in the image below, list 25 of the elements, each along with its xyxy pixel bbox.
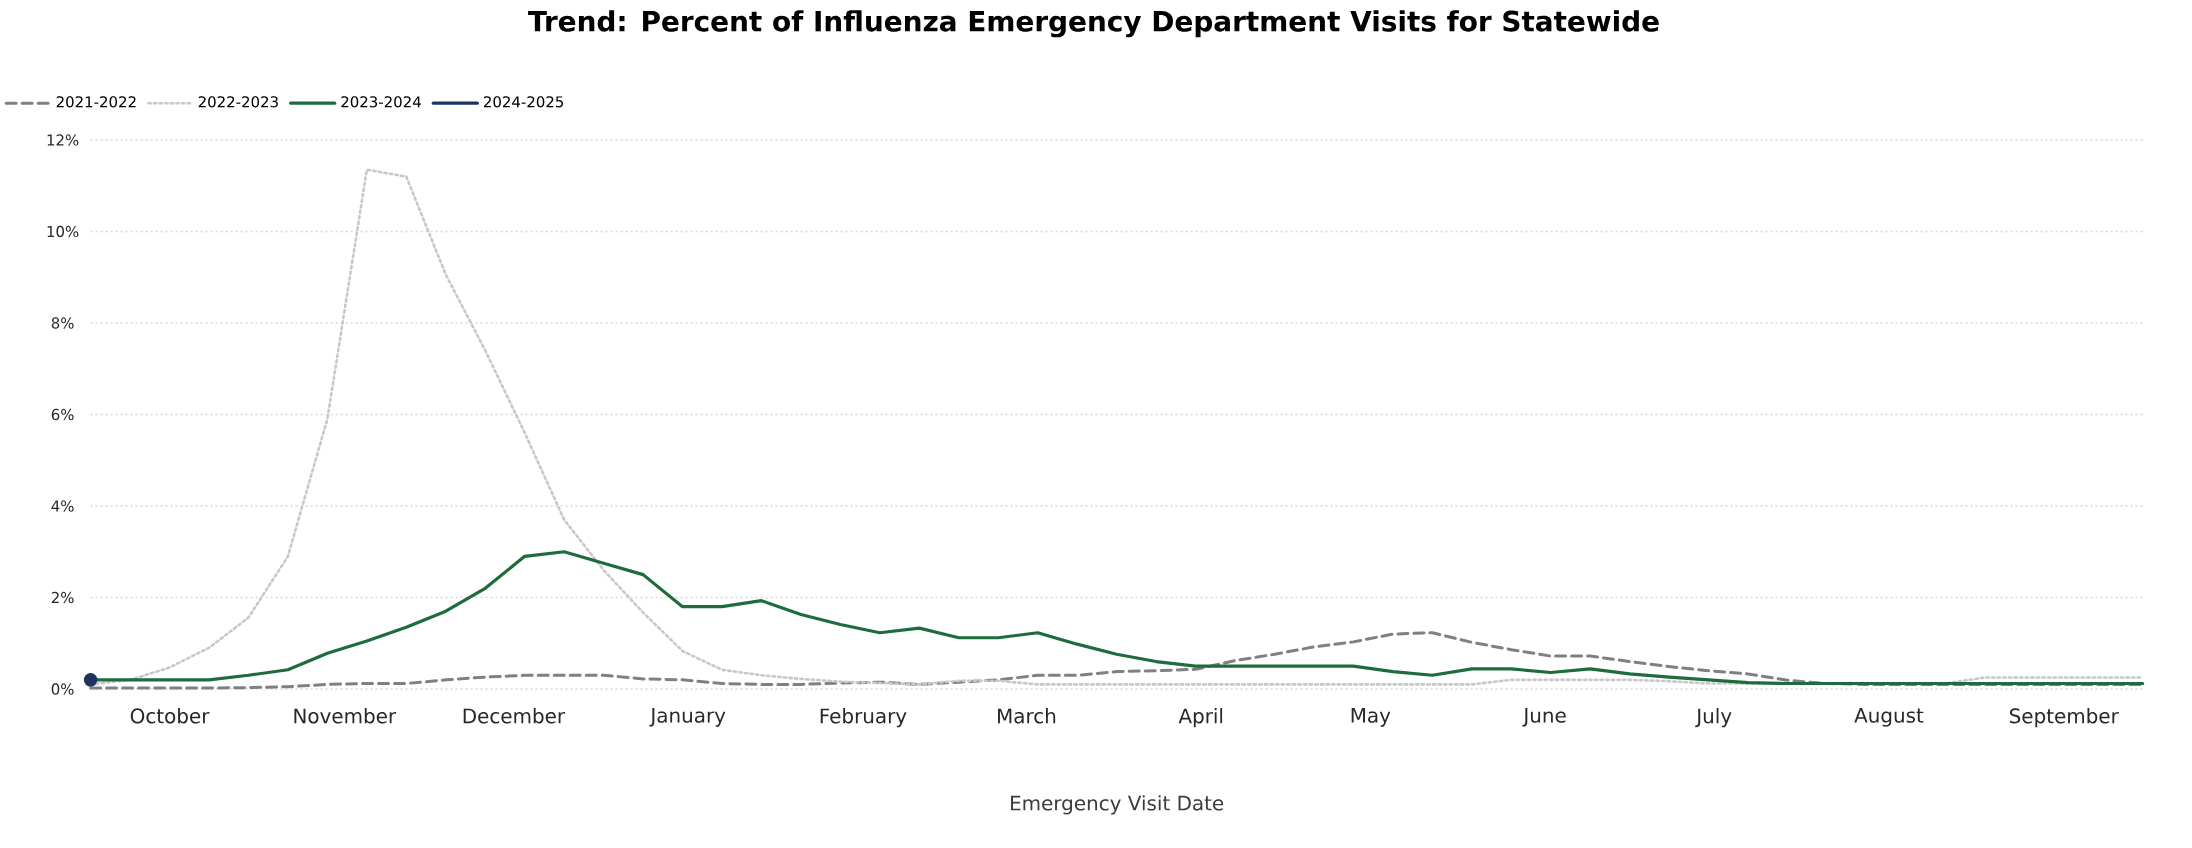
x-axis-title: Emergency Visit Date (1011, 795, 1224, 815)
x-tick-label: February (820, 708, 907, 728)
x-tick-label: December (463, 708, 566, 724)
x-tick-label: November (294, 708, 397, 724)
y-tick-label: 0% (51, 683, 74, 695)
x-tick-label: August (1854, 708, 1924, 727)
x-tick-label: July (1695, 708, 1732, 728)
x-tick-label: May (1351, 708, 1391, 727)
y-tick-label: 4% (51, 500, 74, 512)
x-tick-label: September (2009, 708, 2119, 728)
x-tick-label: October (130, 708, 210, 724)
legend-label: 2023-2024 (341, 96, 421, 108)
y-tick-label: 6% (51, 408, 74, 421)
y-tick-label: 10% (47, 225, 79, 238)
x-tick-label: April (1178, 708, 1223, 728)
x-tick-label: January (649, 708, 726, 727)
y-tick-label: 12% (47, 134, 79, 146)
legend-label: 2021-2022 (56, 96, 136, 108)
y-tick-label: 8% (51, 317, 74, 329)
y-tick-label: 2% (51, 591, 74, 604)
legend-label: 2022-2023 (198, 96, 278, 108)
legend-label: 2024-2025 (483, 96, 564, 108)
x-tick-label: June (1522, 708, 1566, 727)
chart-title: Trend: Percent of Influenza Emergency Department Visits for Statewide (528, 10, 1659, 38)
x-tick-label: March (998, 708, 1056, 724)
